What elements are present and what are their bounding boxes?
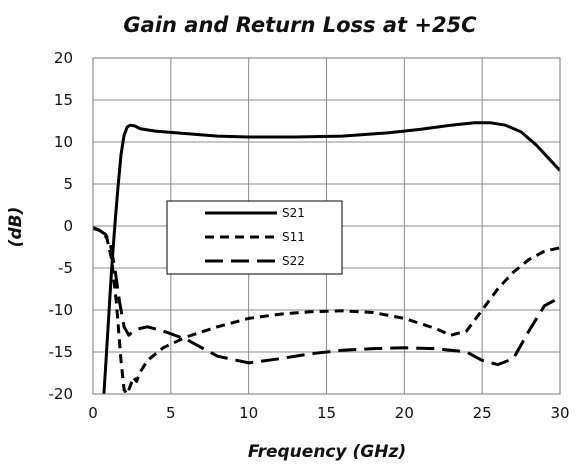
series-line-s22 — [93, 227, 560, 367]
legend-label-s22: S22 — [282, 254, 305, 268]
x-axis-label: Frequency (GHz) — [248, 442, 406, 462]
x-tick-label: 5 — [166, 404, 176, 422]
legend-label-s21: S21 — [282, 206, 305, 220]
x-tick-label: 10 — [239, 404, 258, 422]
plot-frame — [92, 57, 561, 395]
y-tick-label: -5 — [58, 259, 73, 277]
series-line-s21 — [102, 121, 560, 394]
y-tick-label: 20 — [54, 49, 73, 67]
legend: S21 S11 S22 — [166, 200, 343, 275]
x-tick-label: 20 — [395, 404, 414, 422]
tick-labels: 0 5 10 15 20 25 30 20 15 10 5 0 -5 -10 -15 -20 — [49, 49, 570, 422]
x-tick-label: 25 — [473, 404, 492, 422]
x-tick-label: 15 — [317, 404, 336, 422]
x-tick-label: 30 — [550, 404, 569, 422]
y-tick-label: -10 — [49, 301, 74, 319]
y-tick-label: 0 — [63, 217, 73, 235]
y-tick-label: -15 — [49, 343, 74, 361]
y-tick-label: -20 — [49, 385, 74, 403]
legend-label-s11: S11 — [282, 230, 305, 244]
series-line-s11 — [93, 226, 560, 394]
x-tick-label: 0 — [88, 404, 98, 422]
chart-title: Gain and Return Loss at +25C — [123, 13, 477, 37]
y-axis-label: (dB) — [6, 207, 26, 248]
y-tick-label: 5 — [63, 175, 73, 193]
series-lines — [93, 121, 560, 394]
y-tick-label: 10 — [54, 133, 73, 151]
y-tick-label: 15 — [54, 91, 73, 109]
